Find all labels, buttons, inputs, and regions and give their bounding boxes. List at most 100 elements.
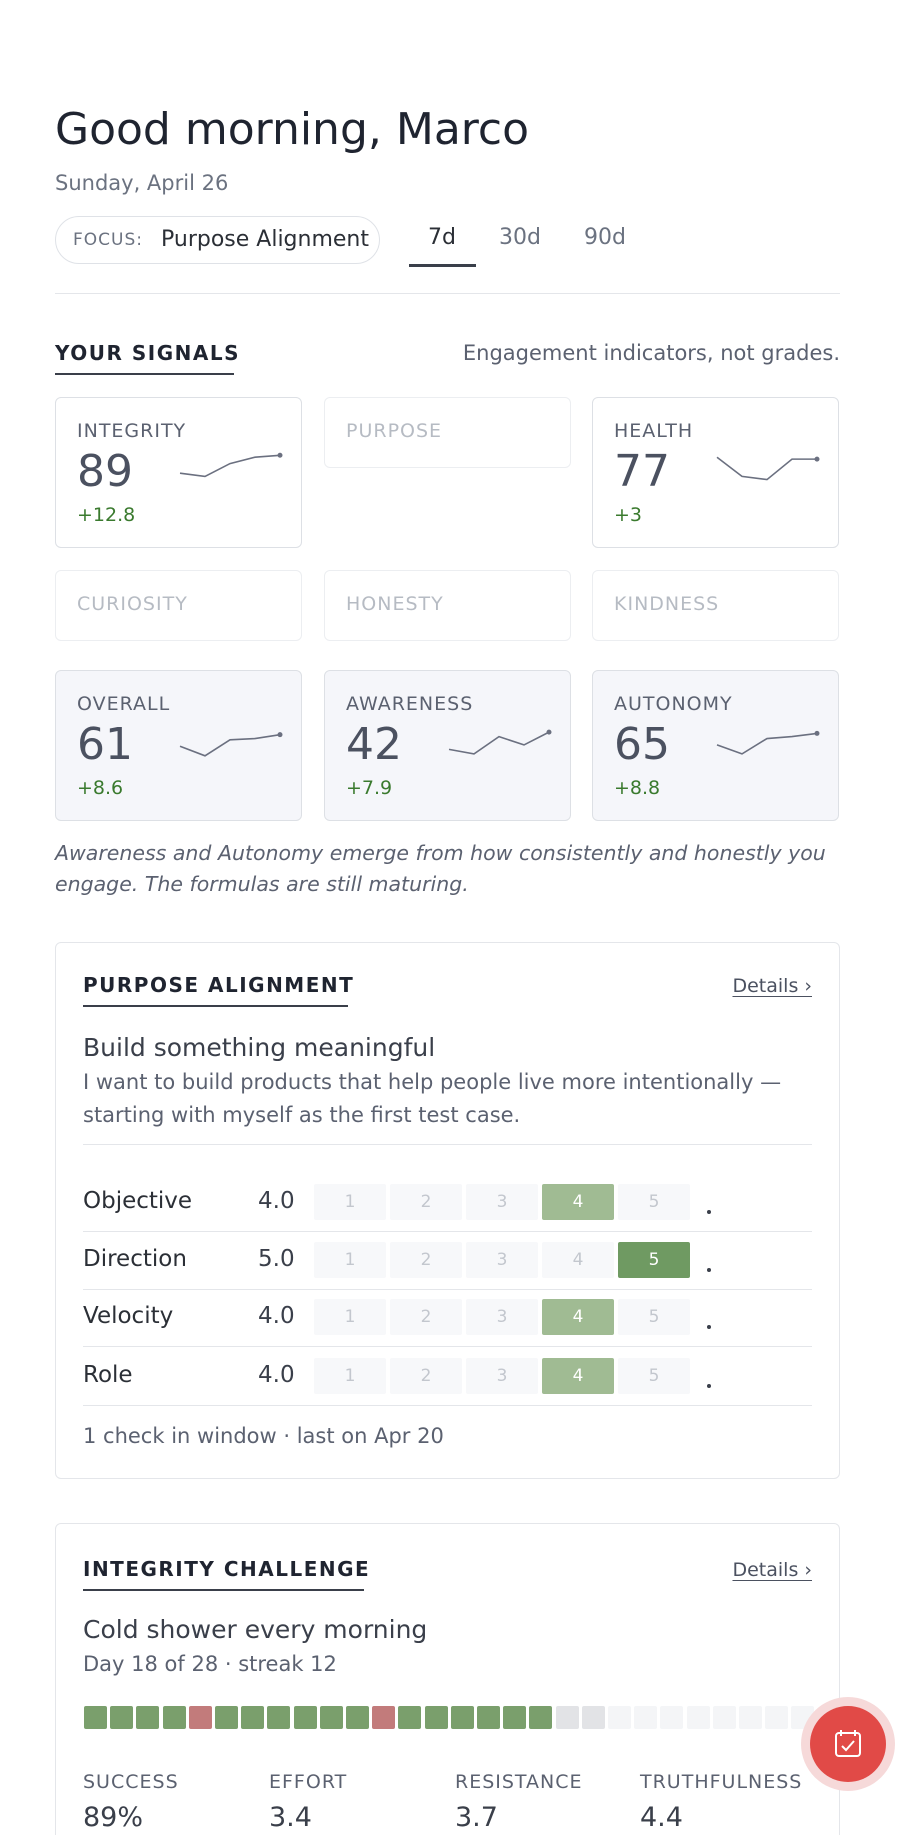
range-tab[interactable]: 7d xyxy=(428,225,456,250)
day-square xyxy=(215,1706,238,1729)
goal-divider xyxy=(83,1144,812,1145)
trend-line xyxy=(179,454,281,478)
score-cell: 3 xyxy=(466,1299,538,1335)
day-square xyxy=(529,1706,553,1729)
signal-card[interactable]: INTEGRITY 89 +12.8 xyxy=(55,397,302,548)
stat-value: 3.4 xyxy=(269,1802,312,1833)
day-square xyxy=(241,1706,265,1729)
day-square xyxy=(634,1706,658,1729)
focus-label: FOCUS: xyxy=(73,230,143,250)
section-underline xyxy=(83,1005,348,1007)
calendar-icon xyxy=(835,1730,861,1757)
stat-label: EFFORT xyxy=(269,1771,348,1793)
tab-underline xyxy=(409,264,476,267)
score-cell: 1 xyxy=(314,1242,386,1278)
signal-change: +7.9 xyxy=(346,777,393,799)
signal-value: 65 xyxy=(614,719,670,770)
trend-end xyxy=(277,732,283,738)
day-square xyxy=(188,1706,212,1729)
row-score: 4.0 xyxy=(258,1303,295,1329)
goal-text: I want to build products that help peopl… xyxy=(83,1070,782,1127)
day-square xyxy=(424,1706,448,1729)
day-square xyxy=(503,1706,527,1729)
sparkline xyxy=(448,729,552,755)
day-square xyxy=(372,1706,396,1729)
purpose-card xyxy=(55,942,840,1479)
day-square xyxy=(162,1706,186,1729)
day-square xyxy=(581,1706,605,1729)
trend-line xyxy=(716,732,818,755)
range-tab[interactable]: 30d xyxy=(499,225,541,250)
challenge-card xyxy=(55,1523,840,1835)
signal-card[interactable]: CURIOSITY xyxy=(55,570,302,641)
row-label: Role xyxy=(83,1362,133,1388)
day-square xyxy=(660,1706,684,1729)
day-square xyxy=(555,1706,579,1729)
score-cell-selected: 4 xyxy=(542,1299,614,1335)
focus-pill[interactable]: FOCUS: Purpose Alignment xyxy=(55,216,380,264)
score-cell: 2 xyxy=(390,1299,462,1335)
date: Sunday, April 26 xyxy=(55,171,229,195)
signal-label: AWARENESS xyxy=(346,693,474,715)
details-link[interactable]: Details › xyxy=(732,1559,812,1581)
stat-value: 89% xyxy=(83,1802,144,1833)
score-cell: 1 xyxy=(314,1299,386,1335)
trend-line xyxy=(448,731,550,755)
row-label: Direction xyxy=(83,1246,187,1272)
row-dot xyxy=(707,1268,711,1272)
score-cell: 5 xyxy=(618,1358,690,1394)
row-divider xyxy=(83,1405,812,1406)
trend-end xyxy=(814,456,820,462)
signal-change: +12.8 xyxy=(77,504,136,526)
section-subtitle: Engagement indicators, not grades. xyxy=(462,341,840,365)
day-square xyxy=(267,1706,291,1729)
fab-button[interactable] xyxy=(810,1706,886,1782)
row-dot xyxy=(707,1325,711,1329)
signal-change: +8.8 xyxy=(614,777,661,799)
greeting: Good morning, Marco xyxy=(55,104,530,155)
section-title: INTEGRITY CHALLENGE xyxy=(83,1557,371,1581)
signals-note: Awareness and Autonomy emerge from how c… xyxy=(55,841,826,896)
score-cell-selected: 4 xyxy=(542,1358,614,1394)
row-score: 5.0 xyxy=(258,1246,295,1272)
signal-label: HONESTY xyxy=(346,593,444,615)
range-tab[interactable]: 90d xyxy=(584,225,626,250)
signal-card[interactable]: HONESTY xyxy=(324,570,571,641)
signal-card[interactable]: PURPOSE xyxy=(324,397,571,468)
signal-value: 42 xyxy=(346,719,402,770)
row-label: Velocity xyxy=(83,1303,174,1329)
trend-line xyxy=(179,733,281,757)
score-cell: 3 xyxy=(466,1184,538,1220)
score-cell: 2 xyxy=(390,1358,462,1394)
signal-label: CURIOSITY xyxy=(77,593,188,615)
row-dot xyxy=(707,1210,711,1214)
challenge-name: Cold shower every morning xyxy=(83,1615,428,1644)
sparkline xyxy=(179,452,283,478)
row-score: 4.0 xyxy=(258,1188,295,1214)
signal-card[interactable]: HEALTH 77 +3 xyxy=(592,397,839,548)
signal-label: INTEGRITY xyxy=(77,420,187,442)
signal-card[interactable]: AWARENESS 42 +7.9 xyxy=(324,670,571,821)
divider xyxy=(55,293,840,294)
trend-end xyxy=(546,729,552,735)
section-underline xyxy=(83,1589,364,1591)
day-square xyxy=(450,1706,474,1729)
purpose-footer: 1 check in window · last on Apr 20 xyxy=(83,1424,444,1448)
signal-card[interactable]: KINDNESS xyxy=(592,570,839,641)
day-square xyxy=(477,1706,500,1729)
signal-card[interactable]: AUTONOMY 65 +8.8 xyxy=(592,670,839,821)
day-square xyxy=(136,1706,160,1729)
score-cell-selected: 5 xyxy=(618,1242,690,1278)
day-square xyxy=(84,1706,107,1729)
trend-line xyxy=(716,456,817,481)
signal-card[interactable]: OVERALL 61 +8.6 xyxy=(55,670,302,821)
stat-value: 4.4 xyxy=(640,1802,683,1833)
section-title: YOUR SIGNALS xyxy=(55,341,241,365)
trend-end xyxy=(814,730,820,736)
row-divider xyxy=(83,1289,812,1290)
section-title: PURPOSE ALIGNMENT xyxy=(83,973,355,997)
details-link[interactable]: Details › xyxy=(732,975,812,997)
signal-change: +8.6 xyxy=(77,777,124,799)
row-dot xyxy=(707,1384,711,1388)
